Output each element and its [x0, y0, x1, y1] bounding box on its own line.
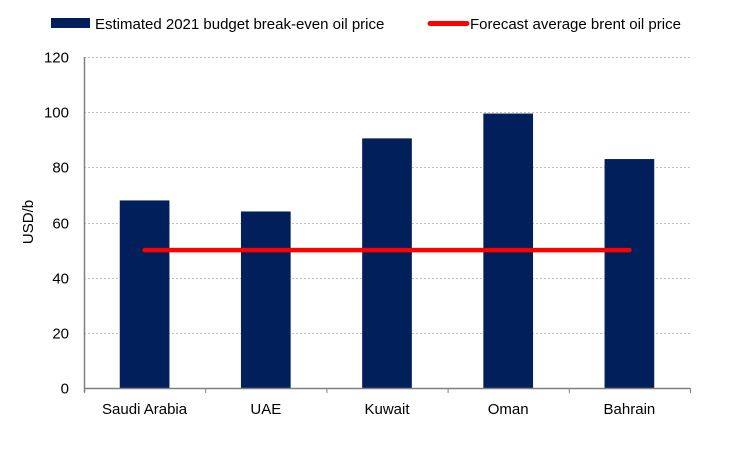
x-tick-label: UAE [250, 401, 281, 418]
bar-saudi-arabia [119, 200, 170, 388]
bar-uae [240, 211, 291, 388]
x-tick-label: Bahrain [604, 401, 656, 418]
legend-label-line: Forecast average brent oil price [470, 16, 681, 33]
legend-swatch-bar [51, 18, 90, 28]
y-tick-label: 20 [52, 326, 69, 343]
y-axis-ticks: 0 20 40 60 80 100 120 [44, 50, 69, 398]
x-axis-ticks: Saudi Arabia UAE Kuwait Oman Bahrain [102, 401, 655, 418]
y-tick-label: 60 [52, 216, 69, 233]
legend: Estimated 2021 budget break-even oil pri… [51, 16, 681, 33]
gridlines [84, 57, 690, 334]
bar-kuwait [362, 138, 412, 388]
y-tick-label: 80 [52, 160, 69, 177]
y-tick-label: 40 [52, 271, 69, 288]
y-tick-label: 120 [44, 50, 69, 67]
x-tick-label: Kuwait [364, 401, 410, 418]
x-tick-label: Oman [488, 401, 529, 418]
bar-bahrain [604, 159, 655, 388]
axes [83, 57, 691, 393]
y-axis-title: USD/b [20, 200, 37, 244]
y-tick-label: 100 [44, 105, 69, 122]
legend-label-bar: Estimated 2021 budget break-even oil pri… [95, 16, 384, 33]
y-tick-label: 0 [61, 381, 69, 398]
x-tick-label: Saudi Arabia [102, 401, 188, 418]
